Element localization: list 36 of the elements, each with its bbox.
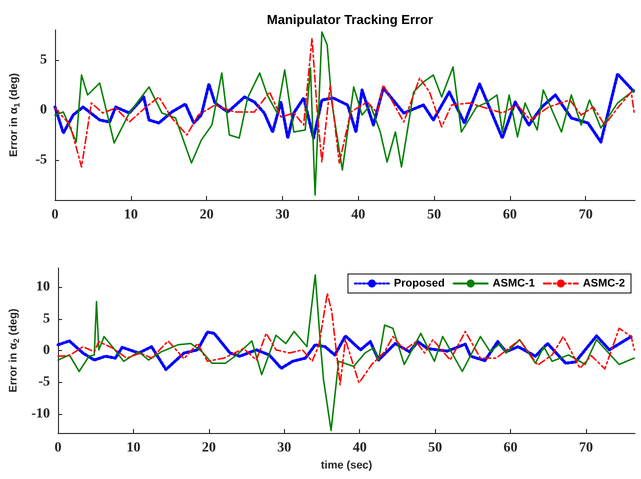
y-tick-label: 10 [36, 280, 50, 295]
x-tick-label: 10 [124, 208, 138, 222]
line-series [57, 274, 635, 432]
x-tick-label: 60 [504, 440, 518, 456]
x-tick-label: 50 [428, 440, 442, 456]
line-series [54, 31, 635, 196]
x-tick-label: 70 [578, 208, 593, 222]
x-tick-label: 30 [277, 440, 292, 456]
x-axis-title: time (sec) [320, 459, 373, 472]
y-tick-label: 5 [40, 52, 47, 68]
x-tick-label: 0 [54, 440, 62, 456]
line-series [56, 330, 633, 372]
line-series [57, 292, 635, 386]
y-tick-label: 5 [43, 311, 50, 326]
y-tick-label: 0 [43, 343, 50, 358]
line-series [54, 72, 636, 144]
y-tick-label: -5 [38, 374, 50, 390]
legend-label: ASMC-2 [582, 278, 626, 290]
x-tick-label: 70 [578, 440, 593, 456]
y-tick-label: 0 [40, 102, 47, 118]
legend-label: ASMC-1 [492, 278, 535, 290]
chart-title: Manipulator Tracking Error [266, 12, 434, 27]
y-axis-title: Error in α2 (deg) [8, 308, 21, 392]
x-tick-label: 20 [202, 440, 216, 456]
x-tick-label: 60 [502, 208, 517, 222]
x-tick-label: 50 [427, 208, 442, 222]
x-tick-label: 30 [275, 208, 290, 222]
line-series [54, 37, 635, 168]
x-tick-label: 40 [352, 440, 367, 456]
y-tick-label: -10 [31, 406, 50, 422]
x-tick-label: 20 [200, 208, 214, 222]
x-tick-label: 10 [126, 440, 140, 456]
y-axis-title: Error in α1 (deg) [8, 72, 22, 157]
legend-label: Proposed [394, 278, 445, 290]
x-tick-label: 40 [351, 208, 366, 222]
y-tick-label: -5 [35, 152, 47, 168]
